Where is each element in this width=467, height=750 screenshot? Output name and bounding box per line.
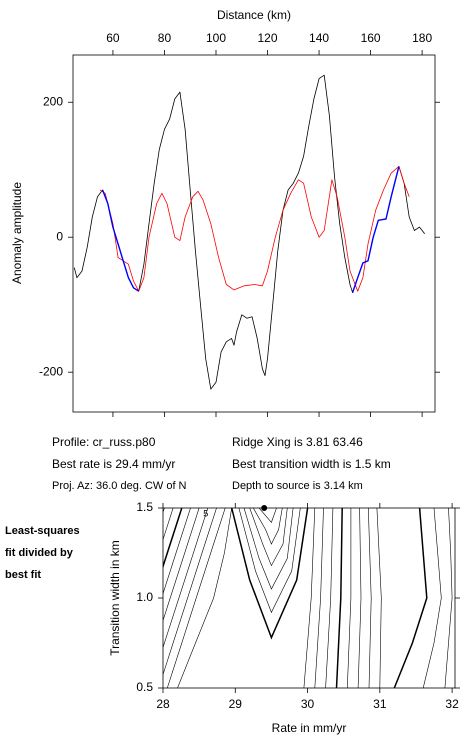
x-tick-label: 80 <box>158 31 172 45</box>
contour-line <box>444 508 453 688</box>
info-text: Proj. Az: 36.0 deg. CW of N <box>52 480 187 492</box>
contour-line <box>163 508 183 569</box>
data-line <box>99 166 410 292</box>
info-text: Best transition width is 1.5 km <box>232 457 391 471</box>
x-tick-label: 28 <box>156 697 170 711</box>
contour-line <box>163 508 217 676</box>
x-tick-label: 100 <box>206 31 226 45</box>
contour-line <box>325 508 334 688</box>
info-text: Profile: cr_russ.p80 <box>52 435 156 449</box>
top-plot-frame <box>72 54 436 413</box>
contour-line <box>163 508 174 541</box>
x-tick-label: 140 <box>309 31 329 45</box>
contour-line <box>347 508 352 688</box>
x-tick-label: 160 <box>361 31 381 45</box>
x-axis-title: Distance (km) <box>217 8 291 22</box>
x-tick-label: 29 <box>229 697 243 711</box>
x-axis-title: Rate in mm/yr <box>272 721 347 735</box>
contour-line <box>163 508 200 622</box>
plot-area <box>163 508 453 688</box>
contour-line <box>357 508 362 688</box>
contour-line <box>314 508 324 688</box>
x-tick-label: 180 <box>412 31 432 45</box>
x-tick-label: 60 <box>106 31 120 45</box>
y-tick-label: -200 <box>39 364 63 378</box>
x-tick-label: 31 <box>373 697 387 711</box>
info-text: Depth to source is 3.14 km <box>232 480 363 492</box>
x-tick-label: 120 <box>258 31 278 45</box>
bottom-plot-frame <box>162 507 456 689</box>
contour-line <box>177 508 232 688</box>
contour-line <box>238 508 301 614</box>
y-tick-label: 0.5 <box>136 680 153 694</box>
data-line <box>101 166 400 293</box>
contour-line <box>253 508 283 545</box>
contour-label: 5 <box>203 508 208 518</box>
contour-line <box>335 508 343 688</box>
contour-line <box>163 508 191 595</box>
info-text: Ridge Xing is 3.81 63.46 <box>232 435 363 449</box>
best-fit-point <box>261 505 268 511</box>
plot-area <box>73 74 426 390</box>
contour-line <box>368 508 372 688</box>
contour-line <box>393 508 428 688</box>
contour-line <box>167 508 226 688</box>
y-axis-title: Anomaly amplitude <box>10 182 24 284</box>
x-tick-label: 30 <box>301 697 315 711</box>
y-tick-label: 1.0 <box>136 590 153 604</box>
contour-line <box>303 508 316 688</box>
info-text: Best rate is 29.4 mm/yr <box>52 457 175 471</box>
contour-line <box>230 508 309 640</box>
note: fit divided by <box>5 547 74 559</box>
y-axis-title: Transition width in km <box>108 540 122 656</box>
note: Least-squares <box>5 525 80 537</box>
contour-line <box>258 508 277 523</box>
y-tick-label: 1.5 <box>136 500 153 514</box>
data-line <box>73 74 426 390</box>
y-tick-label: 0 <box>56 229 63 243</box>
contour-line <box>163 508 209 649</box>
contour-line <box>243 508 294 590</box>
contour-line <box>249 508 288 567</box>
contour-line <box>376 508 382 688</box>
contour-line <box>422 508 442 688</box>
x-tick-label: 32 <box>445 697 459 711</box>
y-tick-label: 200 <box>43 94 63 108</box>
note: best fit <box>5 569 41 581</box>
